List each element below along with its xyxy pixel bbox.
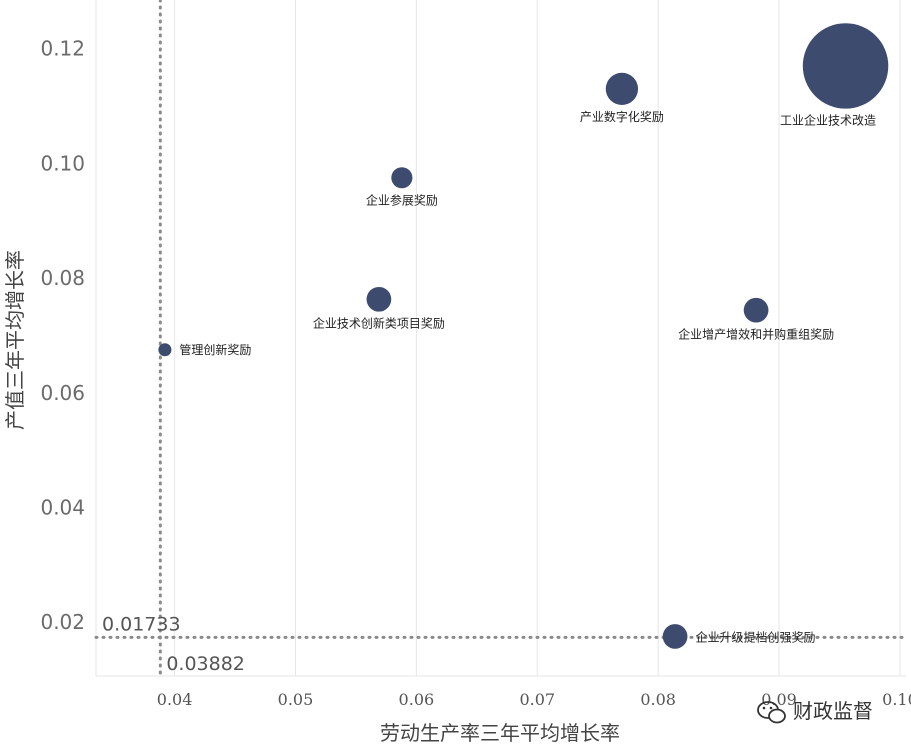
x-tick-label: 0.10 xyxy=(882,690,911,709)
bubble-label: 企业增产增效和并购重组奖励 xyxy=(678,327,834,342)
bubble xyxy=(605,72,639,106)
bubble-label: 管理创新奖励 xyxy=(179,342,251,357)
x-reference-label: 0.03882 xyxy=(166,653,245,675)
bubble-label: 工业企业技术改造 xyxy=(780,113,876,128)
x-tick-label: 0.07 xyxy=(519,690,555,709)
x-tick-label: 0.05 xyxy=(278,690,314,709)
y-tick-label: 0.04 xyxy=(40,495,85,519)
bubble-label: 企业技术创新类项目奖励 xyxy=(313,316,445,331)
x-axis-title: 劳动生产率三年平均增长率 xyxy=(380,721,620,745)
y-tick-label: 0.12 xyxy=(40,37,85,61)
bubble-labels: 工业企业技术改造 产业数字化奖励企业参展奖励企业技术创新类项目奖励企业增产增效和并… xyxy=(179,109,876,644)
vertical-gridlines xyxy=(95,0,906,677)
x-tick-label: 0.06 xyxy=(399,690,435,709)
watermark: 财政监督 xyxy=(757,699,873,724)
y-reference-label: 0.01733 xyxy=(102,613,181,635)
x-tick-label: 0.04 xyxy=(157,690,193,709)
bubble xyxy=(366,286,392,312)
bubble xyxy=(662,624,688,649)
wechat-icon xyxy=(757,701,786,724)
y-tick-labels: 0.02 0.04 0.06 0.08 0.10 0.12 xyxy=(40,37,85,634)
watermark-text: 财政监督 xyxy=(793,699,873,723)
y-tick-label: 0.02 xyxy=(40,610,85,634)
bubble-label: 产业数字化奖励 xyxy=(580,109,664,124)
y-axis-title: 产值三年平均增长率 xyxy=(3,250,27,430)
bubbles xyxy=(158,23,889,649)
reference-lines: 0.03882 0.01733 xyxy=(94,0,908,678)
bubble xyxy=(391,167,413,189)
y-tick-label: 0.10 xyxy=(40,151,85,175)
y-tick-label: 0.08 xyxy=(40,266,85,290)
bubble xyxy=(743,297,769,323)
bubble xyxy=(158,343,172,357)
bubble-label: 企业参展奖励 xyxy=(366,192,438,207)
y-tick-label: 0.06 xyxy=(40,381,85,405)
x-tick-labels: 0.04 0.05 0.06 0.07 0.08 0.09 0.10 xyxy=(157,690,911,709)
x-tick-label: 0.08 xyxy=(640,690,676,709)
x-tick-label: 0.09 xyxy=(761,690,797,709)
bubble xyxy=(802,23,889,109)
bubble-label: 企业升级提档创强奖励 xyxy=(695,629,815,644)
